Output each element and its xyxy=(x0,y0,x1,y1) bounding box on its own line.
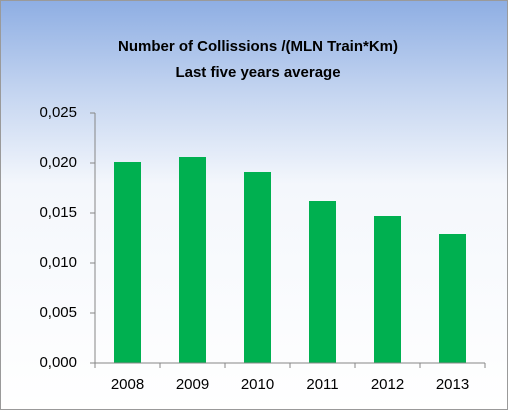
y-tick-label: 0,010 xyxy=(39,254,77,271)
bar xyxy=(374,216,401,363)
bar xyxy=(114,162,141,363)
bar xyxy=(179,157,206,363)
y-tick-label: 0,015 xyxy=(39,204,77,221)
x-tick-label: 2013 xyxy=(436,376,469,393)
x-tick-label: 2008 xyxy=(111,376,144,393)
x-tick-label: 2012 xyxy=(371,376,404,393)
bar xyxy=(309,201,336,363)
x-tick-label: 2011 xyxy=(306,376,338,393)
y-tick-label: 0,020 xyxy=(39,154,77,171)
y-tick-label: 0,000 xyxy=(39,354,77,371)
x-tick-label: 2010 xyxy=(241,376,274,393)
chart-title: Number of Collissions /(MLN Train*Km) xyxy=(118,38,398,55)
chart-subtitle: Last five years average xyxy=(175,64,340,81)
y-tick-label: 0,025 xyxy=(39,104,77,121)
bar xyxy=(244,172,271,363)
bar xyxy=(439,234,466,363)
y-tick-label: 0,005 xyxy=(39,304,77,321)
x-tick-label: 2009 xyxy=(176,376,209,393)
